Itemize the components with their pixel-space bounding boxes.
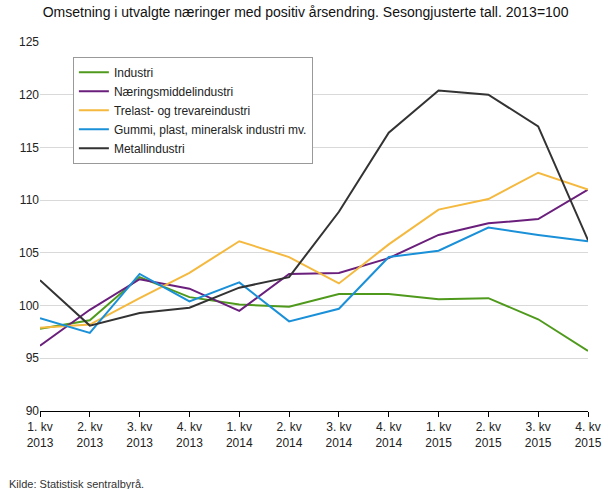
svg-text:Omsetning i utvalgte næringer: Omsetning i utvalgte næringer med positi… (43, 4, 569, 20)
svg-text:Kilde: Statistisk sentralbyrå.: Kilde: Statistisk sentralbyrå. (9, 478, 144, 489)
svg-text:Gummi, plast, mineralsk indust: Gummi, plast, mineralsk industri mv. (114, 123, 307, 137)
svg-text:1. kv2013: 1. kv2013 (27, 420, 54, 450)
svg-text:4. kv2014: 4. kv2014 (375, 420, 402, 450)
svg-text:3. kv2014: 3. kv2014 (326, 420, 353, 450)
svg-text:Trelast- og trevareindustri: Trelast- og trevareindustri (114, 104, 250, 118)
svg-text:100: 100 (19, 299, 39, 313)
svg-text:4. kv2015: 4. kv2015 (575, 420, 602, 450)
svg-text:Næringsmiddelindustri: Næringsmiddelindustri (114, 85, 233, 99)
svg-text:1. kv2014: 1. kv2014 (226, 420, 253, 450)
svg-text:2. kv2015: 2. kv2015 (475, 420, 502, 450)
svg-text:4. kv2013: 4. kv2013 (176, 420, 203, 450)
svg-text:125: 125 (19, 35, 39, 49)
svg-text:120: 120 (19, 88, 39, 102)
svg-text:Industri: Industri (114, 66, 153, 80)
svg-text:2. kv2013: 2. kv2013 (76, 420, 103, 450)
svg-text:1. kv2015: 1. kv2015 (425, 420, 452, 450)
svg-text:3. kv2013: 3. kv2013 (126, 420, 153, 450)
svg-text:95: 95 (26, 351, 40, 365)
svg-text:105: 105 (19, 246, 39, 260)
svg-text:Metallindustri: Metallindustri (114, 142, 185, 156)
svg-text:115: 115 (20, 141, 39, 155)
svg-text:110: 110 (20, 193, 39, 207)
svg-text:3. kv2015: 3. kv2015 (525, 420, 552, 450)
svg-text:2. kv2014: 2. kv2014 (276, 420, 303, 450)
svg-text:90: 90 (26, 404, 40, 418)
